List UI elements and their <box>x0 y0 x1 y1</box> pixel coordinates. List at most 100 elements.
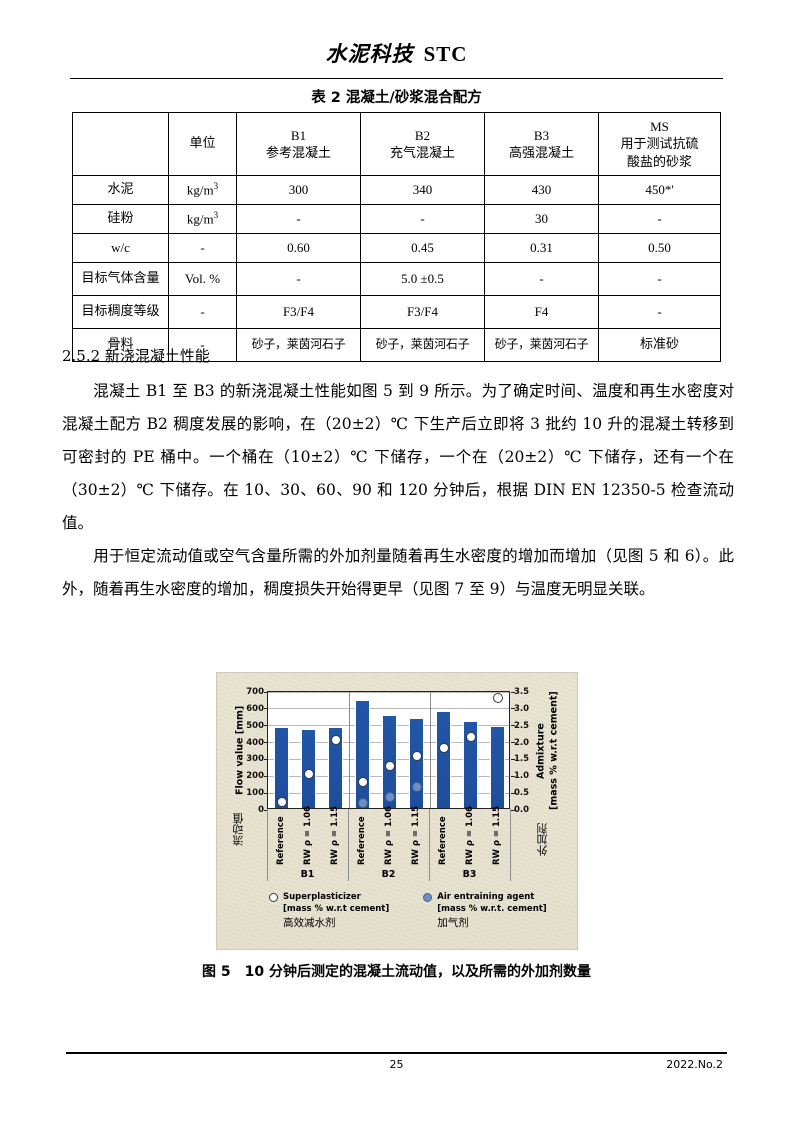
y-axis-tickmark-left <box>264 725 268 727</box>
y-axis-tickmark-left <box>264 758 268 760</box>
cell-b2: 340 <box>360 175 485 205</box>
y-axis-tick-left: 500 <box>246 720 264 731</box>
chart-bar <box>274 727 289 808</box>
cell-b2: F3/F4 <box>360 295 485 329</box>
issue-label: 2022.No.2 <box>666 1058 723 1071</box>
cell-ms: - <box>598 262 721 296</box>
cell-b3: 430 <box>484 175 599 205</box>
y-axis-tickmark-left <box>264 775 268 777</box>
x-axis-label: RW ρ = 1.06 <box>302 806 313 865</box>
chart-point-air-entraining-agent <box>411 782 422 793</box>
row-label: 目标气体含量 <box>72 262 169 296</box>
header-cell-ms: MS 用于测试抗硫 酸盐的砂浆 <box>598 112 721 176</box>
y-axis-tick-right: 3.0 <box>514 703 530 714</box>
table-header-row: 单位 B1 参考混凝土 B2 充气混凝土 B3 高强混凝土 MS 用于测试抗硫 … <box>72 112 721 176</box>
y-axis-tick-left: 300 <box>246 754 264 765</box>
unit-sup: 3 <box>213 210 219 221</box>
figure-caption-number: 图 5 <box>202 964 231 980</box>
chart-group-separator <box>430 692 431 808</box>
x-axis-label: Reference <box>275 816 286 865</box>
y-axis-tickmark-left <box>264 691 268 693</box>
figure-5-chart: Flow value [mm] 流动值 Admixture [mass % w.… <box>216 672 578 950</box>
x-axis-separator <box>267 809 268 881</box>
legend-label-sp: Superplasticizer <box>283 892 361 902</box>
y-axis-tick-left: 600 <box>246 703 264 714</box>
cell-ms: - <box>598 204 721 234</box>
x-axis-label: RW ρ = 1.06 <box>464 806 475 865</box>
row-unit: kg/m3 <box>168 204 237 234</box>
y-axis-tickmark-right <box>511 708 515 710</box>
legend-item-superplasticizer: Superplasticizer [mass % w.r.t cement] 高… <box>269 891 389 931</box>
row-label: 骨料 <box>72 328 169 362</box>
figure-caption: 图 5 10 分钟后测定的混凝土流动值，以及所需的外加剂数量 <box>0 961 793 981</box>
page-number: 25 <box>389 1058 404 1071</box>
legend-label-ae: Air entraining agent <box>437 892 535 902</box>
left-axis-title: Flow value [mm] <box>234 705 246 795</box>
cell-b2: - <box>360 204 485 234</box>
paragraph-1: 混凝土 B1 至 B3 的新浇混凝土性能如图 5 到 9 所示。为了确定时间、温… <box>62 375 734 540</box>
cell-b1: - <box>236 262 361 296</box>
chart-bar <box>463 720 478 808</box>
row-unit: - <box>168 233 237 263</box>
journal-title-en: STC <box>423 42 468 66</box>
y-axis-tick-right: 2.5 <box>514 720 530 731</box>
y-axis-tickmark-left <box>264 742 268 744</box>
chart-bar <box>436 711 451 808</box>
x-axis-label: RW ρ = 1.06 <box>383 806 394 865</box>
x-axis-group-label: B3 <box>462 869 477 880</box>
unit-text: kg/m <box>186 182 214 198</box>
chart-bar <box>409 717 424 808</box>
header-b2-code: B2 <box>414 127 431 143</box>
chart-point-superplasticizer <box>492 692 503 703</box>
legend-item-air-entraining-agent: Air entraining agent [mass % w.r.t. ceme… <box>423 891 547 931</box>
x-axis-label: RW ρ = 1.15 <box>410 806 421 865</box>
y-axis-tick-right: 3.5 <box>514 687 530 697</box>
cell-b1: 砂子，莱茵河石子 <box>236 328 361 362</box>
cell-b2: 5.0 ±0.5 <box>360 262 485 296</box>
legend-label-ae-cn: 加气剂 <box>437 916 469 929</box>
row-label: w/c <box>72 233 169 263</box>
header-b3-code: B3 <box>533 127 550 143</box>
unit-sup: 3 <box>213 181 219 192</box>
chart-point-superplasticizer <box>465 732 476 743</box>
y-axis-tick-left: 100 <box>246 788 264 799</box>
row-label: 硅粉 <box>72 204 169 234</box>
chart-group-separator <box>349 692 350 808</box>
x-axis-label: Reference <box>356 816 367 865</box>
header-cell-b3: B3 高强混凝土 <box>484 112 599 176</box>
table-row: 目标稠度等级 - F3/F4 F3/F4 F4 - <box>72 295 721 329</box>
cell-b1: - <box>236 204 361 234</box>
header-b1-code: B1 <box>290 127 307 143</box>
cell-b2: 砂子，莱茵河石子 <box>360 328 485 362</box>
mix-design-table: 单位 B1 参考混凝土 B2 充气混凝土 B3 高强混凝土 MS 用于测试抗硫 … <box>72 112 721 362</box>
chart-bar <box>301 729 316 808</box>
chart-plot-area: 0 100 200 300 400 500 600 700 0.0 0.5 1.0 1.5 2.0 2.5… <box>246 687 529 815</box>
chart-point-superplasticizer <box>384 760 395 771</box>
row-unit: - <box>168 295 237 329</box>
section-heading: 2.5.2 新浇混凝土性能 <box>62 347 210 365</box>
cell-b1: 0.60 <box>236 233 361 263</box>
y-axis-tick-right: 1.5 <box>514 754 530 765</box>
y-axis-tick-right: 0.5 <box>514 788 530 799</box>
header-rule <box>70 78 723 79</box>
table-row: 骨料 - 砂子，莱茵河石子 砂子，莱茵河石子 砂子，莱茵河石子 标准砂 <box>72 328 721 362</box>
x-axis-separator <box>429 809 430 881</box>
legend-label-sp-cn: 高效减水剂 <box>283 916 336 929</box>
row-unit: - <box>168 328 237 362</box>
cell-ms: 0.50 <box>598 233 721 263</box>
y-axis-tick-left: 0 <box>258 805 264 815</box>
table-row: 硅粉 kg/m3 - - 30 - <box>72 204 721 234</box>
y-axis-tick-right: 2.0 <box>514 737 530 748</box>
chart-bar <box>328 727 343 808</box>
row-label: 目标稠度等级 <box>72 295 169 329</box>
chart-point-superplasticizer <box>438 743 449 754</box>
row-label: 水泥 <box>72 175 169 205</box>
chart-bar <box>355 700 370 808</box>
right-axis-title: Admixture <box>535 723 547 779</box>
chart-point-superplasticizer <box>411 751 422 762</box>
y-axis-tickmark-right <box>511 809 515 811</box>
header-ms-code: MS <box>650 119 669 135</box>
right-axis-title-cn: 外加剂 <box>536 823 549 856</box>
y-axis-tick-right: 1.0 <box>514 771 530 782</box>
